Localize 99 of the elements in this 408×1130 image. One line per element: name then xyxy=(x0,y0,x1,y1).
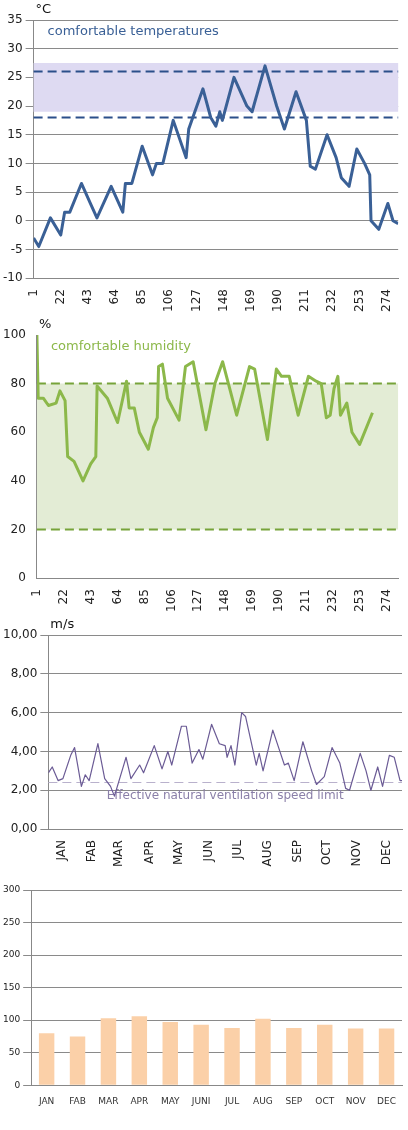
y-tick-label: 100 xyxy=(2,1014,21,1025)
y-tick-label: 20 xyxy=(7,98,23,113)
x-tick-label: 127 xyxy=(188,289,203,312)
x-tick-label: AUG xyxy=(253,1095,273,1106)
y-tick-label: 250 xyxy=(2,916,21,927)
bar xyxy=(193,1024,209,1085)
x-tick-label: OCT xyxy=(315,1095,335,1106)
annotation: comfortable humidity xyxy=(50,338,192,354)
x-tick-label: 211 xyxy=(297,589,312,612)
bar xyxy=(69,1036,86,1085)
annotation: comfortable temperatures xyxy=(47,23,220,39)
x-tick-label: MAY xyxy=(160,1095,181,1106)
y-tick-label: 40 xyxy=(10,472,26,487)
x-tick-label: 190 xyxy=(271,589,286,612)
y-tick-label: 8,00 xyxy=(10,665,38,680)
x-tick-label: SEP xyxy=(285,1095,303,1106)
x-tick-label: 148 xyxy=(217,589,232,612)
y-tick-label: 50 xyxy=(8,1047,21,1058)
x-tick-label: 85 xyxy=(136,589,151,605)
y-tick-label: 60 xyxy=(10,424,26,439)
x-tick-label: 22 xyxy=(52,289,67,305)
y-tick-label: 0 xyxy=(14,1079,21,1090)
x-tick-label: 232 xyxy=(324,589,339,612)
x-tick-label: 106 xyxy=(163,589,178,612)
y-tick-label: 15 xyxy=(7,126,23,141)
bar xyxy=(162,1022,178,1085)
y-tick-label: 35 xyxy=(7,12,23,27)
y-tick-label: -5 xyxy=(10,241,23,256)
y-tick-label: 30 xyxy=(7,40,23,55)
x-tick-label: 106 xyxy=(161,289,176,312)
bar xyxy=(286,1027,302,1085)
x-tick-label: 43 xyxy=(80,289,95,305)
y-tick-label: 10 xyxy=(7,155,23,170)
x-tick-label: 169 xyxy=(242,289,257,312)
x-tick-label: 127 xyxy=(190,589,205,612)
x-tick-label: JUL xyxy=(223,1095,240,1106)
y-tick-label: 10,00 xyxy=(2,627,38,642)
y-tick-label: 0 xyxy=(18,570,26,585)
x-tick-label: 64 xyxy=(107,289,122,305)
x-tick-label: 253 xyxy=(351,289,366,312)
x-tick-label: JUL xyxy=(229,839,244,861)
x-tick-label: DEC xyxy=(377,1095,396,1106)
bar xyxy=(255,1018,271,1085)
x-tick-label: OCT xyxy=(319,839,334,866)
bar xyxy=(317,1024,333,1085)
x-tick-label: FAB xyxy=(84,840,99,863)
y-tick-label: 25 xyxy=(7,69,23,84)
x-tick-label: MAR xyxy=(111,840,126,868)
x-tick-label: JAN xyxy=(54,840,69,862)
x-tick-label: 148 xyxy=(215,289,230,312)
bar xyxy=(224,1027,240,1085)
x-tick-label: APR xyxy=(130,1095,149,1106)
y-tick-label: 100 xyxy=(3,327,26,342)
x-tick-label: 169 xyxy=(244,589,259,612)
y-tick-label: 4,00 xyxy=(10,743,38,758)
x-tick-label: 211 xyxy=(297,289,312,312)
x-tick-label: 43 xyxy=(82,589,97,605)
x-tick-label: NOV xyxy=(349,839,364,867)
y-tick-label: 0 xyxy=(14,212,23,227)
y-tick-label: 20 xyxy=(10,521,26,536)
bar xyxy=(38,1033,55,1085)
x-tick-label: AUG xyxy=(260,840,275,867)
x-tick-label: 22 xyxy=(55,589,70,605)
y-axis-title: °C xyxy=(35,0,52,16)
y-axis-title: m/s xyxy=(50,615,75,631)
x-tick-label: APR xyxy=(141,840,156,864)
y-tick-label: 200 xyxy=(2,949,21,960)
bar xyxy=(100,1018,117,1085)
bar xyxy=(347,1028,364,1085)
x-tick-label: DEC xyxy=(378,840,393,866)
x-tick-label: JUN xyxy=(200,840,215,863)
x-tick-label: JUNI xyxy=(190,1095,211,1106)
x-tick-label: 274 xyxy=(378,289,393,312)
x-tick-label: 190 xyxy=(270,289,285,312)
x-tick-label: MAR xyxy=(98,1095,119,1106)
x-tick-label: 85 xyxy=(134,289,149,305)
x-tick-label: 232 xyxy=(324,289,339,312)
x-tick-label: MAY xyxy=(170,839,185,866)
x-tick-label: 1 xyxy=(29,589,44,597)
x-tick-label: 274 xyxy=(378,589,393,612)
x-tick-label: NOV xyxy=(345,1095,367,1106)
x-tick-label: SEP xyxy=(290,840,305,863)
x-tick-label: JAN xyxy=(37,1095,55,1106)
y-tick-label: 5 xyxy=(14,184,23,199)
x-tick-label: 1 xyxy=(25,289,40,297)
bar xyxy=(131,1016,148,1085)
y-tick-label: -10 xyxy=(2,270,23,285)
x-tick-label: 253 xyxy=(351,589,366,612)
y-tick-label: 2,00 xyxy=(10,782,38,797)
bar xyxy=(378,1028,395,1085)
y-tick-label: 80 xyxy=(10,375,26,390)
x-tick-label: 64 xyxy=(109,589,124,605)
y-tick-label: 6,00 xyxy=(10,704,38,719)
y-tick-label: 0,00 xyxy=(10,821,38,836)
y-tick-label: 300 xyxy=(2,884,21,895)
y-tick-label: 150 xyxy=(2,981,21,992)
ref-line-label: Effective natural ventilation speed limit xyxy=(106,787,344,802)
y-axis-title: % xyxy=(38,315,52,331)
x-tick-label: FAB xyxy=(69,1095,86,1106)
